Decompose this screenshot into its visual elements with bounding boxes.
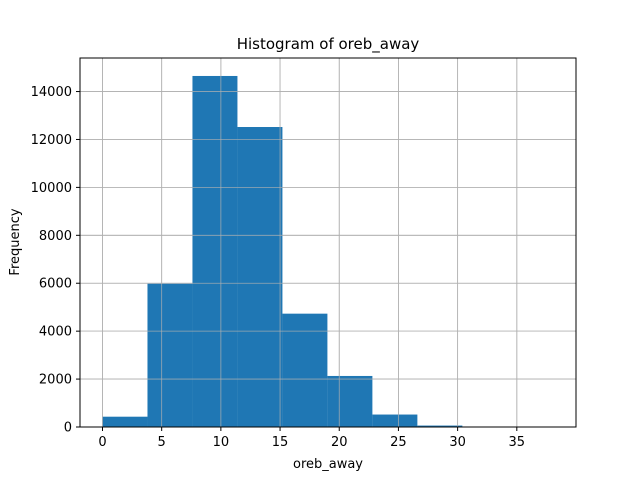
x-tick-label: 25 — [390, 435, 407, 450]
histogram-bar — [372, 414, 418, 427]
x-tick-label: 30 — [449, 435, 466, 450]
y-tick-label: 0 — [64, 421, 72, 436]
y-tick-label: 4000 — [39, 325, 72, 340]
y-tick-label: 10000 — [31, 181, 72, 196]
histogram-bar — [102, 416, 148, 427]
y-tick-label: 8000 — [39, 229, 72, 244]
y-tick-label: 12000 — [31, 133, 72, 148]
histogram-bars — [80, 58, 576, 428]
x-tick-label: 0 — [98, 435, 106, 450]
chart-title: Histogram of oreb_away — [237, 35, 420, 54]
y-axis-label: Frequency — [8, 208, 23, 275]
y-tick-label: 6000 — [39, 277, 72, 292]
x-tick-label: 5 — [158, 435, 166, 450]
plot-area-frame — [79, 57, 577, 428]
y-axis-ticks: 0 2000 4000 6000 8000 10000 12000 14000 — [31, 85, 80, 436]
y-tick-label: 14000 — [31, 85, 72, 100]
histogram-bar — [192, 75, 238, 428]
histogram-bar — [282, 313, 328, 427]
histogram-bar — [147, 283, 193, 427]
x-tick-label: 15 — [272, 435, 289, 450]
histogram-bar — [237, 127, 283, 428]
x-tick-label: 10 — [213, 435, 230, 450]
x-tick-label: 20 — [331, 435, 348, 450]
x-axis-label: oreb_away — [293, 457, 363, 472]
x-axis-ticks: 0 5 10 15 20 25 30 35 — [98, 427, 525, 450]
y-tick-label: 2000 — [39, 373, 72, 388]
histogram-bar — [327, 375, 373, 427]
histogram-bar — [417, 425, 463, 427]
x-tick-label: 35 — [509, 435, 526, 450]
